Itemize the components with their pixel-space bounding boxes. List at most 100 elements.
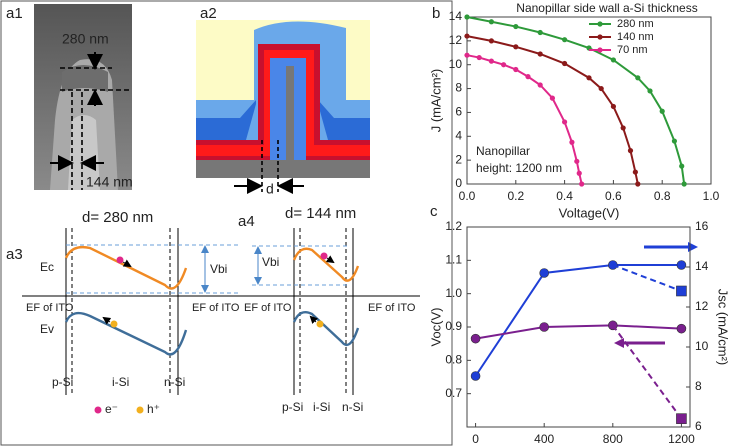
region-label: n-Si xyxy=(164,375,185,389)
legend-marker xyxy=(597,21,603,27)
band-diagram xyxy=(240,228,420,395)
marker xyxy=(579,181,585,187)
marker xyxy=(470,333,481,344)
y2-tick-label: 6 xyxy=(695,419,702,433)
region-label: p-Si xyxy=(52,375,73,389)
marker xyxy=(610,57,617,63)
y-axis-label: Voc(V) xyxy=(428,307,443,346)
marker xyxy=(681,181,687,187)
x-axis-label: Voltage(V) xyxy=(559,205,620,220)
marker xyxy=(635,75,641,81)
x-tick-label: 0.4 xyxy=(556,189,573,203)
marker xyxy=(501,62,507,68)
band-label: Vbi xyxy=(262,255,279,269)
y-tick-label: 1.1 xyxy=(445,253,462,267)
y-tick-label: 8 xyxy=(455,81,462,95)
panel-title: d= 280 nm xyxy=(82,209,153,226)
band-label: Ec xyxy=(40,260,54,274)
band-label: EF of ITO xyxy=(368,302,416,314)
marker xyxy=(671,138,678,144)
marker xyxy=(488,19,494,25)
panel-label: c xyxy=(430,203,438,220)
region-label: p-Si xyxy=(282,400,303,414)
panel-label: a2 xyxy=(200,5,217,22)
x-tick-label: 1200 xyxy=(668,432,695,446)
series-line xyxy=(475,324,682,340)
series-line xyxy=(474,264,682,377)
y-tick-label: 14 xyxy=(449,9,463,23)
legend-marker xyxy=(597,34,603,40)
marker xyxy=(610,103,617,110)
marker xyxy=(488,38,494,44)
y2-tick-label: 8 xyxy=(695,379,702,393)
marker xyxy=(562,119,568,125)
marker xyxy=(464,52,470,58)
marker xyxy=(537,82,543,88)
y2-tick-label: 10 xyxy=(695,339,709,353)
band-label: EF of ITO xyxy=(26,302,74,314)
marker xyxy=(549,95,556,101)
band-label: EF of ITO xyxy=(244,302,292,314)
x-tick-label: 0.8 xyxy=(654,189,671,203)
marker xyxy=(647,88,653,94)
marker xyxy=(537,29,543,36)
y-tick-label: 6 xyxy=(455,105,462,119)
series-line xyxy=(612,264,682,292)
marker xyxy=(513,23,519,30)
legend-marker xyxy=(597,47,603,53)
y-tick-label: 0 xyxy=(455,176,462,190)
panel-label: a1 xyxy=(6,5,23,22)
marker xyxy=(470,371,481,381)
y2-axis-label: Jsc (mA/cm²) xyxy=(716,289,731,366)
marker xyxy=(569,139,575,145)
marker xyxy=(598,85,604,92)
marker xyxy=(513,44,519,50)
panel-label: a4 xyxy=(238,213,255,230)
y-tick-label: 4 xyxy=(455,128,462,142)
y2-tick-label: 14 xyxy=(695,259,709,273)
x-tick-label: 0.2 xyxy=(507,189,524,203)
marker xyxy=(464,33,470,39)
y-tick-label: 0.9 xyxy=(445,319,462,333)
dimension-label: 144 nm xyxy=(86,174,133,190)
panel-label: b xyxy=(432,5,440,22)
marker xyxy=(632,169,638,175)
marker xyxy=(620,125,626,131)
annotation: Nanopillar xyxy=(476,144,530,158)
y-tick-label: 10 xyxy=(449,57,463,71)
region-label: n-Si xyxy=(342,400,363,414)
legend-label: 280 nm xyxy=(617,18,654,30)
legend-label: 140 nm xyxy=(617,31,654,43)
chart-title: Nanopillar side wall a-Si thickness xyxy=(516,1,697,15)
band-diagram xyxy=(22,228,258,414)
marker xyxy=(562,60,568,67)
x-tick-label: 0.0 xyxy=(459,189,476,203)
dimension-label: 280 nm xyxy=(62,31,109,47)
y2-tick-label: 16 xyxy=(695,219,709,233)
annotation: height: 1200 nm xyxy=(476,161,562,175)
sem-image xyxy=(34,4,132,190)
band-label: Ev xyxy=(40,322,54,336)
marker xyxy=(676,323,687,334)
marker xyxy=(659,108,665,114)
marker xyxy=(488,58,494,64)
marker xyxy=(562,37,568,43)
x-tick-label: 0.6 xyxy=(605,189,622,203)
legend-label: 70 nm xyxy=(617,44,648,56)
gap-label: d xyxy=(266,181,274,197)
y-tick-label: 2 xyxy=(455,152,462,166)
x-tick-label: 400 xyxy=(534,432,554,446)
marker xyxy=(676,413,687,424)
marker xyxy=(525,74,531,80)
legend-label: h⁺ xyxy=(147,402,160,416)
y-tick-label: 0.7 xyxy=(445,386,462,400)
marker xyxy=(576,170,582,176)
band-label: Vbi xyxy=(210,262,227,276)
plot-frame xyxy=(466,16,712,185)
x-tick-label: 1.0 xyxy=(703,189,720,203)
panel-frame xyxy=(0,0,453,446)
marker xyxy=(464,14,470,20)
series-line xyxy=(466,35,639,185)
